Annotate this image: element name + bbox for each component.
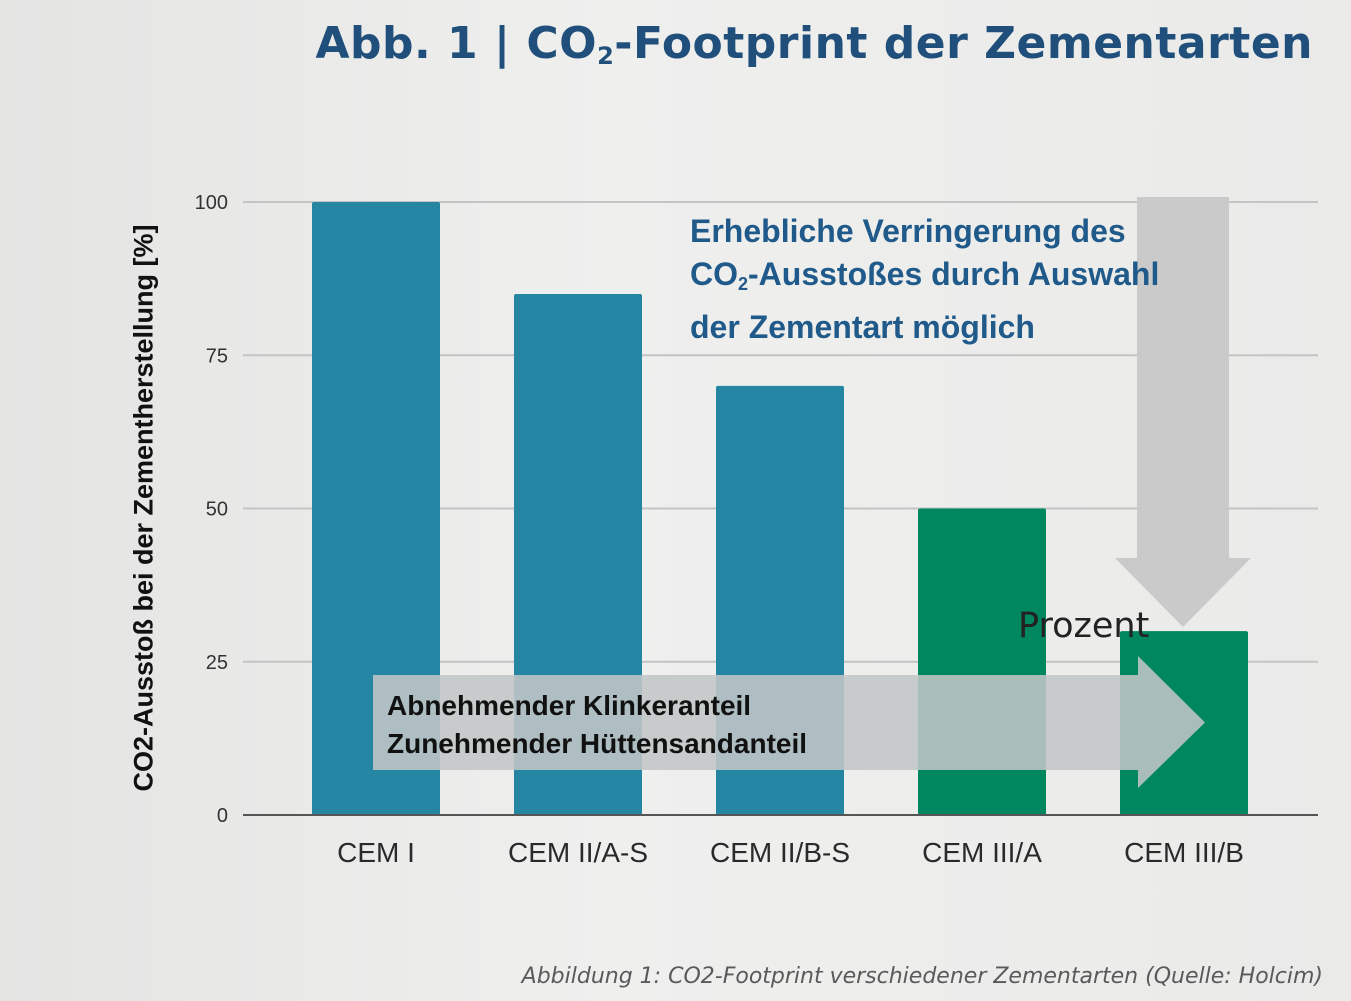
annotation-line-3: der Zementart möglich [690,309,1035,345]
annotation-line-2-subscript: 2 [738,274,749,294]
y-tick-label-50: 50 [206,499,228,521]
bar-0 [312,202,440,815]
annotation-line-1: Erhebliche Verringerung des [690,213,1126,249]
axis-layer: 0 25 50 75 100 CEM I CEM II/A-S CEM II/B-S CEM I… [195,192,1318,868]
y-axis-label-wrap: CO2-Ausstoß bei der Zementherstellung [%… [127,180,161,836]
y-axis-label: CO2-Ausstoß bei der Zementherstellung [%… [128,224,159,792]
reduction-annotation: Erhebliche Verringerung des CO2-Ausstoße… [690,210,1159,349]
arrow-layer [1115,197,1251,627]
reduction-arrow [1115,197,1251,627]
annotation-line-2-suffix: -Ausstoßes durch Auswahl [748,256,1160,292]
figure-caption: Abbildung 1: CO2-Footprint verschiedener… [521,964,1323,989]
chart-title: Abb. 1 | CO2-Footprint der Zementarten [315,18,1313,70]
title-suffix: -Footprint der Zementarten [614,18,1313,69]
trend-band-line-1: Abnehmender Klinkeranteil [387,690,752,721]
x-tick-label-1: CEM II/A-S [508,837,648,868]
x-tick-label-4: CEM III/B [1124,837,1244,868]
y-tick-label-75: 75 [206,345,228,367]
annotation-line-2-prefix: CO [690,256,738,292]
trend-band-arrow [373,656,1205,788]
annotation-line-2: CO2-Ausstoßes durch Auswahl [690,253,1159,306]
x-tick-label-2: CEM II/B-S [710,837,850,868]
title-prefix: Abb. 1 | CO [315,18,598,69]
y-tick-label-0: 0 [217,805,228,827]
x-tick-label-0: CEM I [337,837,415,868]
band-layer [373,656,1205,788]
trend-band-text: Abnehmender Klinkeranteil Zunehmender Hü… [387,687,807,763]
x-tick-label-3: CEM III/A [922,837,1042,868]
trend-band-line-2: Zunehmender Hüttensandanteil [387,728,808,759]
y-tick-label-100: 100 [195,192,228,214]
title-subscript: 2 [597,42,615,70]
prozent-label: Prozent [1018,606,1150,646]
y-tick-label-25: 25 [206,652,228,674]
